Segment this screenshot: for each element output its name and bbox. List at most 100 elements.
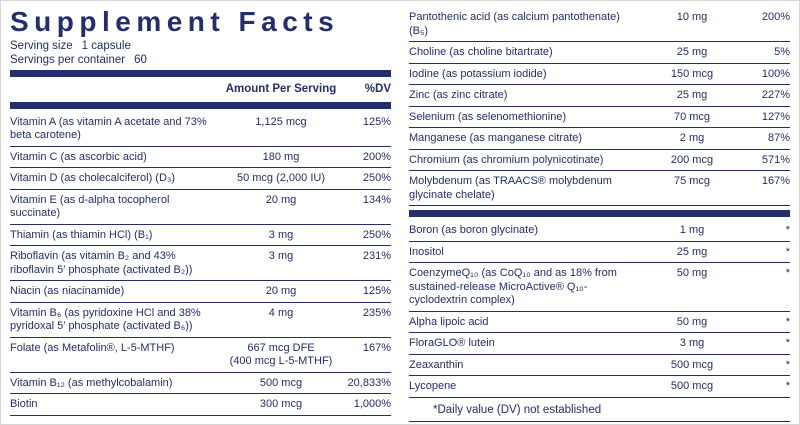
nutrient-amount: 4 mg [268,306,294,319]
nutrient-amount: 10 mg [676,11,708,23]
nutrient-amount: 20 mg [265,285,297,298]
nutrient-amount: 500 mcg [259,376,303,389]
nutrient-name: Iodine (as potassium iodide) [409,67,547,80]
nutrient-name: Zeaxanthin [409,358,464,371]
nutrient-name: Vitamin C (as ascorbic acid) [10,150,147,163]
nutrient-amount: 50 mcg (2,000 IU) [236,172,326,185]
nutrient-dv: 100% [761,67,790,80]
nutrient-amount: 75 mcg [673,175,711,187]
nutrient-dv: 134% [362,193,391,206]
nutrient-amount: 50 mg [676,315,708,328]
nutrient-dv: * [785,267,790,279]
nutrient-dv: 231% [362,250,391,263]
nutrient-amount: 300 mcg [259,398,303,411]
nutrient-amount: 25 mg [676,46,708,58]
nutrient-amount: 3 mg [679,337,705,349]
nutrient-name: Pantothenic acid (as calcium pantothenat… [409,11,620,37]
nutrient-name: Boron (as boron glycinate) [409,224,539,236]
nutrient-dv: * [785,224,790,236]
table-row: Vitamin B₆ (as pyridoxine HCl and 38% py… [10,303,391,338]
table-row: Selenium (as selenomethionine) 70 mcg 12… [409,107,790,128]
nutrient-amount: 25 mg [676,245,708,258]
nutrient-dv: * [785,337,790,349]
nutrient-dv: 250% [362,172,391,185]
nutrient-dv: 227% [761,89,790,101]
table-row: Vitamin E (as d-alpha tocopherol succina… [10,190,391,225]
nutrient-name: Biotin [10,398,38,411]
table-row: Choline (as choline bitartrate) 25 mg 5% [409,42,790,64]
table-row: CoenzymeQ₁₀ (as CoQ₁₀ and as 18% from su… [409,263,790,312]
table-row: FloraGLO® lutein 3 mg * [409,333,790,355]
nutrient-dv: 200% [761,11,790,23]
nutrient-name: Alpha lipoic acid [409,315,489,328]
serving-size-label: Serving size [10,40,73,53]
nutrient-amount: 2 mg [679,132,705,144]
nutrient-dv: 200% [362,150,391,163]
table-row: Riboflavin (as vitamin B₂ and 43% ribofl… [10,246,391,282]
nutrient-amount: 180 mg [262,150,300,163]
nutrient-amount: 200 mcg [670,153,714,166]
nutrient-amount: 3 mg [268,250,294,263]
nutrient-dv: 125% [362,115,391,128]
thick-divider [10,70,391,78]
nutrient-dv: * [785,380,790,392]
table-row: Vitamin C (as ascorbic acid) 180 mg 200% [10,147,391,169]
nutrient-amount: 667 mcg DFE (400 mcg L-5-MTHF) [229,341,333,368]
servings-per-container-label: Servings per container [10,54,126,67]
nutrient-amount: 1,125 mcg [255,115,307,128]
nutrient-name: Manganese (as manganese citrate) [409,132,583,144]
dv-footnote: *Daily value (DV) not established [409,398,790,422]
nutrient-amount: 25 mg [676,89,708,101]
nutrient-amount: 20 mg [265,193,297,206]
nutrient-amount: 3 mg [268,228,294,241]
table-row: Pantothenic acid (as calcium pantothenat… [409,7,790,42]
table-row: Vitamin A (as vitamin A acetate and 73% … [10,112,391,147]
table-row: Zinc (as zinc citrate) 25 mg 227% [409,85,790,107]
page-title: Supplement Facts [10,6,340,37]
nutrient-dv: 1,000% [353,398,391,411]
serving-size-line: Serving size 1 capsule [10,39,391,53]
table-row: Manganese (as manganese citrate) 2 mg 87… [409,128,790,150]
nutrient-name: Chromium (as chromium polynicotinate) [409,153,604,166]
left-rows: Vitamin A (as vitamin A acetate and 73% … [10,112,391,416]
nutrient-name: Folate (as Metafolin®, L-5-MTHF) [10,341,175,354]
serving-size-value: 1 capsule [81,40,131,53]
nutrient-dv: * [785,315,790,328]
nutrient-dv: 167% [362,341,391,354]
servings-per-container-value: 60 [134,54,147,67]
nutrient-amount: 50 mg [676,267,708,279]
nutrient-amount: 500 mcg [670,380,714,392]
nutrient-amount: 1 mg [679,224,705,236]
nutrient-name: Thiamin (as thiamin HCl) (B₁) [10,228,153,241]
nutrient-dv: * [785,358,790,371]
nutrient-name: Niacin (as niacinamide) [10,285,125,298]
nutrient-name: Molybdenum (as TRAACS® molybdenum glycin… [409,175,612,201]
nutrient-dv: 235% [362,306,391,319]
right-rows-vitamins-minerals: Pantothenic acid (as calcium pantothenat… [409,7,790,206]
right-rows-other-ingredients: Boron (as boron glycinate) 1 mg * Inosit… [409,220,790,398]
nutrient-name: Vitamin A (as vitamin A acetate and 73% … [10,115,207,142]
table-row: Zeaxanthin 500 mcg * [409,355,790,376]
table-row: Boron (as boron glycinate) 1 mg * [409,220,790,242]
nutrient-name: Vitamin B₆ (as pyridoxine HCl and 38% py… [10,306,201,333]
table-row: Folate (as Metafolin®, L-5-MTHF) 667 mcg… [10,338,391,373]
table-row: Molybdenum (as TRAACS® molybdenum glycin… [409,171,790,206]
nutrient-dv: 127% [761,110,790,123]
nutrient-amount: 150 mcg [670,67,714,80]
table-row: Vitamin D (as cholecalciferol) (D₃) 50 m… [10,168,391,190]
nutrient-dv: 5% [774,46,790,58]
nutrient-name: Vitamin B₁₂ (as methylcobalamin) [10,376,173,389]
nutrient-name: Selenium (as selenomethionine) [409,110,567,123]
nutrient-dv: 125% [362,285,391,298]
table-row: Chromium (as chromium polynicotinate) 20… [409,150,790,171]
left-column: Supplement Facts Serving size 1 capsule … [10,7,391,418]
table-row: Vitamin B₁₂ (as methylcobalamin) 500 mcg… [10,373,391,395]
nutrient-dv: 87% [767,132,790,144]
nutrient-amount: 70 mcg [673,110,711,123]
nutrient-name: Inositol [409,245,444,258]
table-row: Iodine (as potassium iodide) 150 mcg 100… [409,64,790,85]
nutrient-name: Riboflavin (as vitamin B₂ and 43% ribofl… [10,250,193,276]
table-row: Inositol 25 mg * [409,242,790,263]
table-row: Thiamin (as thiamin HCl) (B₁) 3 mg 250% [10,225,391,247]
